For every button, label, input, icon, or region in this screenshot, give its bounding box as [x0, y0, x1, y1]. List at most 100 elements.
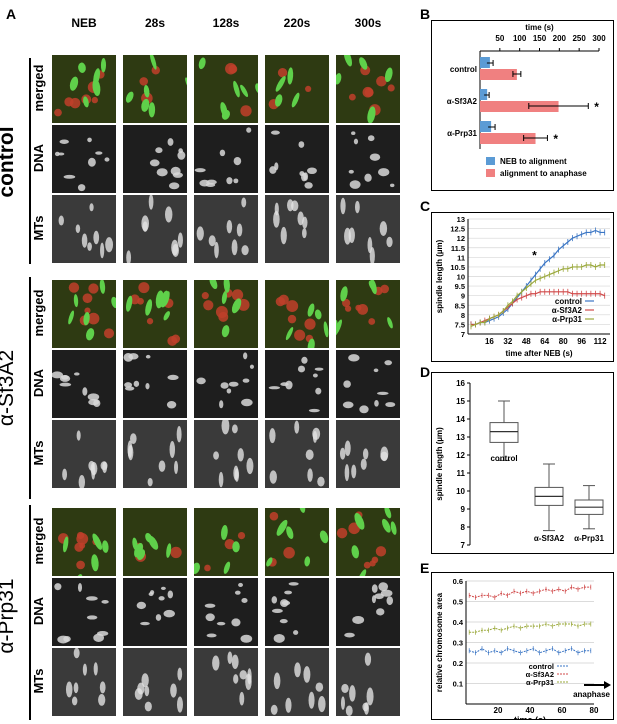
spindle-blob: [198, 57, 206, 70]
spindle-blob: [209, 280, 218, 290]
spindle-blob: [276, 519, 288, 536]
micrograph-DNA: [194, 578, 258, 646]
chromosome-blob: [73, 372, 80, 376]
microtubule-blob: [213, 451, 219, 460]
microtubule-blob: [246, 457, 254, 475]
spindle-blob: [314, 309, 322, 320]
y-tick-label: 0.4: [453, 618, 464, 627]
category-label: α-Prp31: [447, 129, 477, 138]
chromosome-blob: [280, 382, 289, 387]
chromosome-blob: [312, 373, 318, 378]
chromosome-blob: [194, 168, 206, 173]
spindle-blob: [223, 561, 231, 574]
chromosome-blob: [269, 166, 277, 174]
panel-b-chart: time (s) 50 100 150 200 250 300 control α-Sf3A2 *…: [431, 20, 614, 191]
microtubule-blob: [126, 250, 132, 263]
spindle-blob: [83, 96, 89, 108]
microtubule-blob: [91, 464, 96, 480]
microtubule-blob: [241, 197, 247, 208]
chromatin-blob: [68, 282, 80, 293]
microtubule-blob: [234, 468, 240, 482]
y-tick-label: 13: [456, 433, 465, 442]
microtubule-blob: [73, 648, 80, 659]
chromosome-blob: [243, 352, 248, 360]
panel-c-letter: C: [420, 198, 431, 214]
micrograph-DNA: [123, 125, 187, 193]
chromosome-blob: [273, 633, 285, 643]
chromosome-blob: [348, 354, 360, 362]
micrograph-merged: [52, 508, 116, 576]
y-tick-label: 13: [457, 215, 465, 224]
x-tick-label: 16: [485, 337, 494, 346]
x-tick-label: 48: [522, 337, 531, 346]
x-axis-title: time after NEB (s): [505, 349, 572, 358]
x-tick-label: 80: [559, 337, 568, 346]
chromosome-blob: [148, 592, 154, 597]
chromosome-blob: [155, 614, 162, 621]
column-label: 128s: [212, 16, 240, 30]
microtubule-blob: [76, 430, 81, 441]
chromosome-blob: [54, 583, 62, 591]
microtubule-blob: [233, 674, 239, 684]
chromosome-blob: [271, 596, 278, 604]
chromatin-blob: [224, 539, 235, 550]
chromosome-blob: [204, 603, 216, 608]
legend-label: control: [529, 662, 554, 671]
spindle-blob: [125, 91, 134, 103]
microtubule-blob: [239, 670, 248, 680]
chromosome-blob: [59, 139, 69, 144]
chromosome-blob: [288, 582, 299, 586]
microtubule-blob: [305, 449, 314, 460]
microtubule-blob: [273, 672, 281, 690]
chromatin-blob: [336, 527, 348, 539]
micrograph-MTs: [52, 648, 116, 716]
chromatin-blob: [375, 546, 387, 557]
row-label: DNA: [31, 143, 46, 173]
microtubule-blob: [147, 477, 153, 487]
group-bar-sf3a2: [29, 277, 31, 499]
chromosome-blob: [177, 151, 186, 160]
spindle-blob: [368, 280, 377, 292]
chromosome-blob: [380, 589, 393, 597]
chromosome-blob: [228, 381, 239, 387]
legend-label: α-Sf3A2: [552, 306, 583, 315]
chromosome-blob: [364, 173, 372, 182]
y-tick-label: 11.5: [451, 244, 465, 253]
microtubule-blob: [294, 420, 300, 434]
row-label: DNA: [31, 368, 46, 398]
microtubule-blob: [386, 236, 393, 248]
chromatin-blob: [137, 297, 144, 305]
chromosome-blob: [52, 371, 64, 379]
spindle-blob: [359, 57, 368, 70]
category-label: control: [450, 65, 477, 74]
micrograph-DNA: [336, 578, 400, 646]
chromosome-blob: [384, 360, 393, 366]
y-tick-label: 0.1: [453, 680, 463, 689]
chromosome-blob: [240, 634, 253, 643]
chromatin-blob: [237, 531, 246, 540]
legend-swatch: [486, 169, 495, 177]
chromatin-blob: [69, 97, 81, 109]
micrograph-DNA: [265, 125, 329, 193]
series-line: [470, 264, 605, 327]
chromosome-blob: [351, 131, 356, 135]
micrograph-MTs: [123, 195, 187, 263]
spindle-blob: [78, 62, 86, 73]
x-tick-label: 64: [540, 337, 549, 346]
spindle-blob: [343, 55, 353, 67]
chromosome-blob: [315, 387, 322, 395]
panel-e-letter: E: [420, 560, 430, 576]
microtubule-blob: [354, 200, 360, 214]
spindle-blob: [141, 98, 150, 112]
microtubule-blob: [142, 221, 148, 232]
microtubule-blob: [98, 693, 106, 706]
chromatin-blob: [76, 560, 85, 570]
chromatin-blob: [201, 292, 209, 300]
microtubule-blob: [100, 461, 108, 471]
microtubule-blob: [130, 433, 137, 445]
micrograph-merged: [52, 280, 116, 348]
spindle-blob: [91, 554, 99, 572]
spindle-blob: [307, 338, 315, 348]
micrograph-MTs: [194, 420, 258, 488]
chromosome-blob: [167, 138, 174, 146]
